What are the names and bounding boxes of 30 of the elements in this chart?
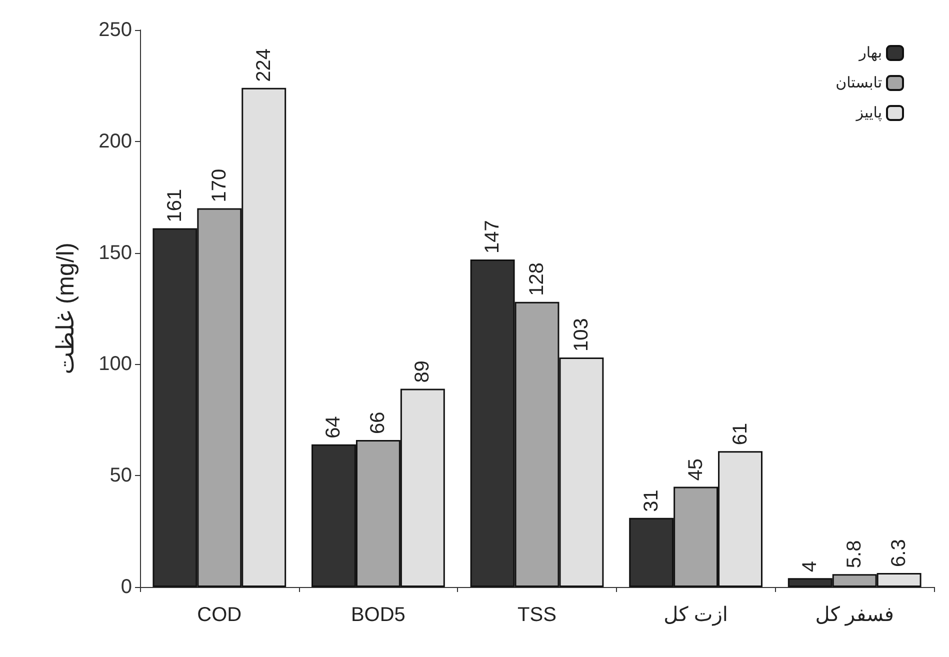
legend-label: تابستان	[836, 74, 882, 92]
data-label: 4	[799, 560, 822, 572]
data-label: 66	[367, 412, 390, 434]
data-label: 31	[640, 490, 662, 512]
data-label: 161	[164, 188, 186, 222]
data-label: 64	[322, 416, 345, 438]
y-tick-label: 150	[98, 242, 132, 264]
data-label: 61	[729, 422, 752, 446]
data-label: 6.3	[888, 539, 910, 567]
x-tick-label: TSS	[518, 604, 556, 626]
x-tick-label: ازت کل	[664, 604, 728, 626]
y-axis-title: غلظت (mg/l)	[52, 242, 80, 374]
x-tick-label: فسفر کل	[815, 604, 894, 626]
data-label: 89	[412, 360, 434, 383]
data-label: 103	[570, 318, 592, 352]
y-tick-label: 50	[110, 464, 132, 487]
y-tick-label: 100	[98, 353, 132, 376]
x-tick-label: BOD5	[350, 604, 406, 626]
y-tick-label: 0	[120, 576, 132, 598]
legend-label: پاییز	[855, 104, 882, 122]
data-label: 224	[252, 48, 275, 82]
data-label: 5.8	[844, 540, 866, 568]
legend-label: بهار	[858, 44, 882, 62]
data-label: 128	[526, 262, 548, 296]
data-label: 147	[482, 220, 504, 254]
data-label: 45	[684, 458, 707, 481]
y-tick-label: 200	[98, 130, 132, 152]
data-label: 170	[208, 168, 230, 202]
y-tick-label: 250	[98, 19, 132, 41]
x-tick-label: COD	[197, 604, 242, 626]
